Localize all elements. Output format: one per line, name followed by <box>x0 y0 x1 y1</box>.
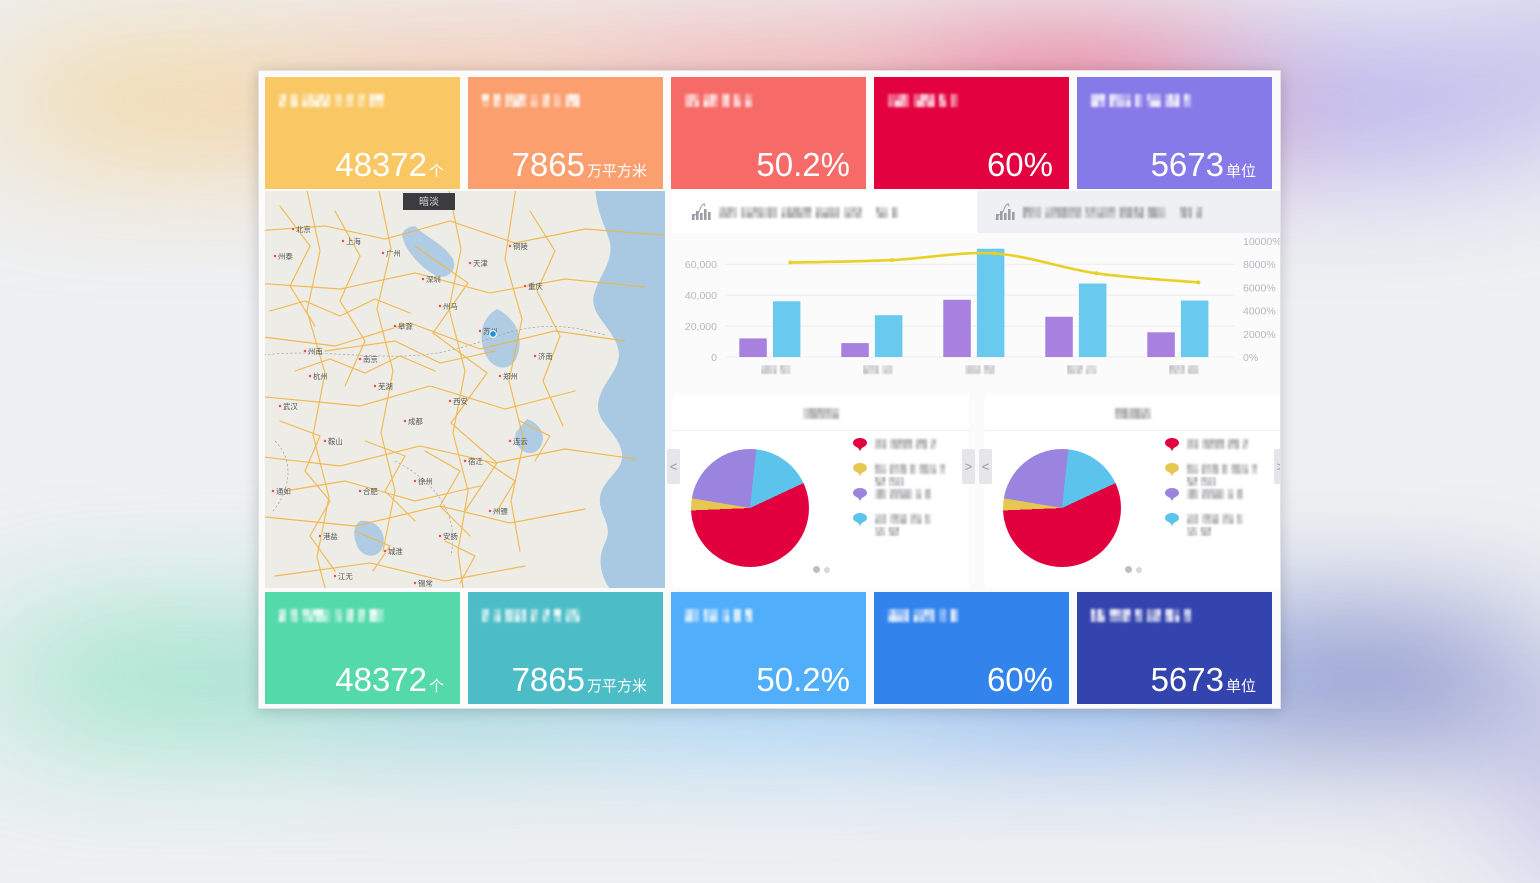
svg-text:江无: 江无 <box>338 572 353 581</box>
svg-text:州镖: 州镖 <box>493 507 508 516</box>
svg-text:徐州: 徐州 <box>418 477 433 486</box>
svg-text:通如: 通如 <box>276 487 291 496</box>
svg-text:济南: 济南 <box>538 352 553 361</box>
svg-text:60,000: 60,000 <box>685 259 717 271</box>
svg-text:6000%: 6000% <box>1243 282 1276 294</box>
svg-text:铜陵: 铜陵 <box>513 242 528 251</box>
svg-text:州南: 州南 <box>308 347 323 356</box>
svg-text:4000%: 4000% <box>1243 306 1276 318</box>
svg-text:合肥: 合肥 <box>363 487 378 496</box>
svg-text:武汉: 武汉 <box>283 402 298 411</box>
svg-text:广州: 广州 <box>386 249 401 258</box>
svg-text:深圳: 深圳 <box>426 275 441 284</box>
svg-text:安扬: 安扬 <box>443 532 458 541</box>
svg-text:0%: 0% <box>1243 352 1258 364</box>
svg-text:8000%: 8000% <box>1243 259 1276 271</box>
svg-text:20,000: 20,000 <box>685 321 717 333</box>
svg-text:城淮: 城淮 <box>388 547 403 556</box>
svg-text:皋滁: 皋滁 <box>398 322 413 331</box>
svg-text:郑州: 郑州 <box>503 372 518 381</box>
svg-text:南京: 南京 <box>363 355 378 364</box>
svg-text:州泰: 州泰 <box>278 252 293 261</box>
svg-text:港盐: 港盐 <box>323 532 338 541</box>
svg-text:连云: 连云 <box>513 437 528 446</box>
svg-text:10000%: 10000% <box>1243 236 1281 248</box>
svg-text:鞍山: 鞍山 <box>328 437 343 446</box>
svg-text:杭州: 杭州 <box>313 372 328 381</box>
svg-text:暗淡: 暗淡 <box>419 195 439 208</box>
svg-text:40,000: 40,000 <box>685 290 717 302</box>
svg-text:宿迁: 宿迁 <box>468 457 483 466</box>
svg-text:重庆: 重庆 <box>528 282 543 291</box>
svg-text:西安: 西安 <box>453 397 468 406</box>
svg-text:成都: 成都 <box>408 417 423 426</box>
svg-text:天津: 天津 <box>473 259 488 268</box>
svg-text:上海: 上海 <box>346 237 361 246</box>
svg-text:2000%: 2000% <box>1243 329 1276 341</box>
svg-text:北京: 北京 <box>296 225 311 234</box>
svg-text:0: 0 <box>711 352 717 364</box>
svg-text:州马: 州马 <box>443 302 458 311</box>
svg-text:芜湖: 芜湖 <box>378 382 393 391</box>
svg-text:锡常: 锡常 <box>418 579 433 588</box>
